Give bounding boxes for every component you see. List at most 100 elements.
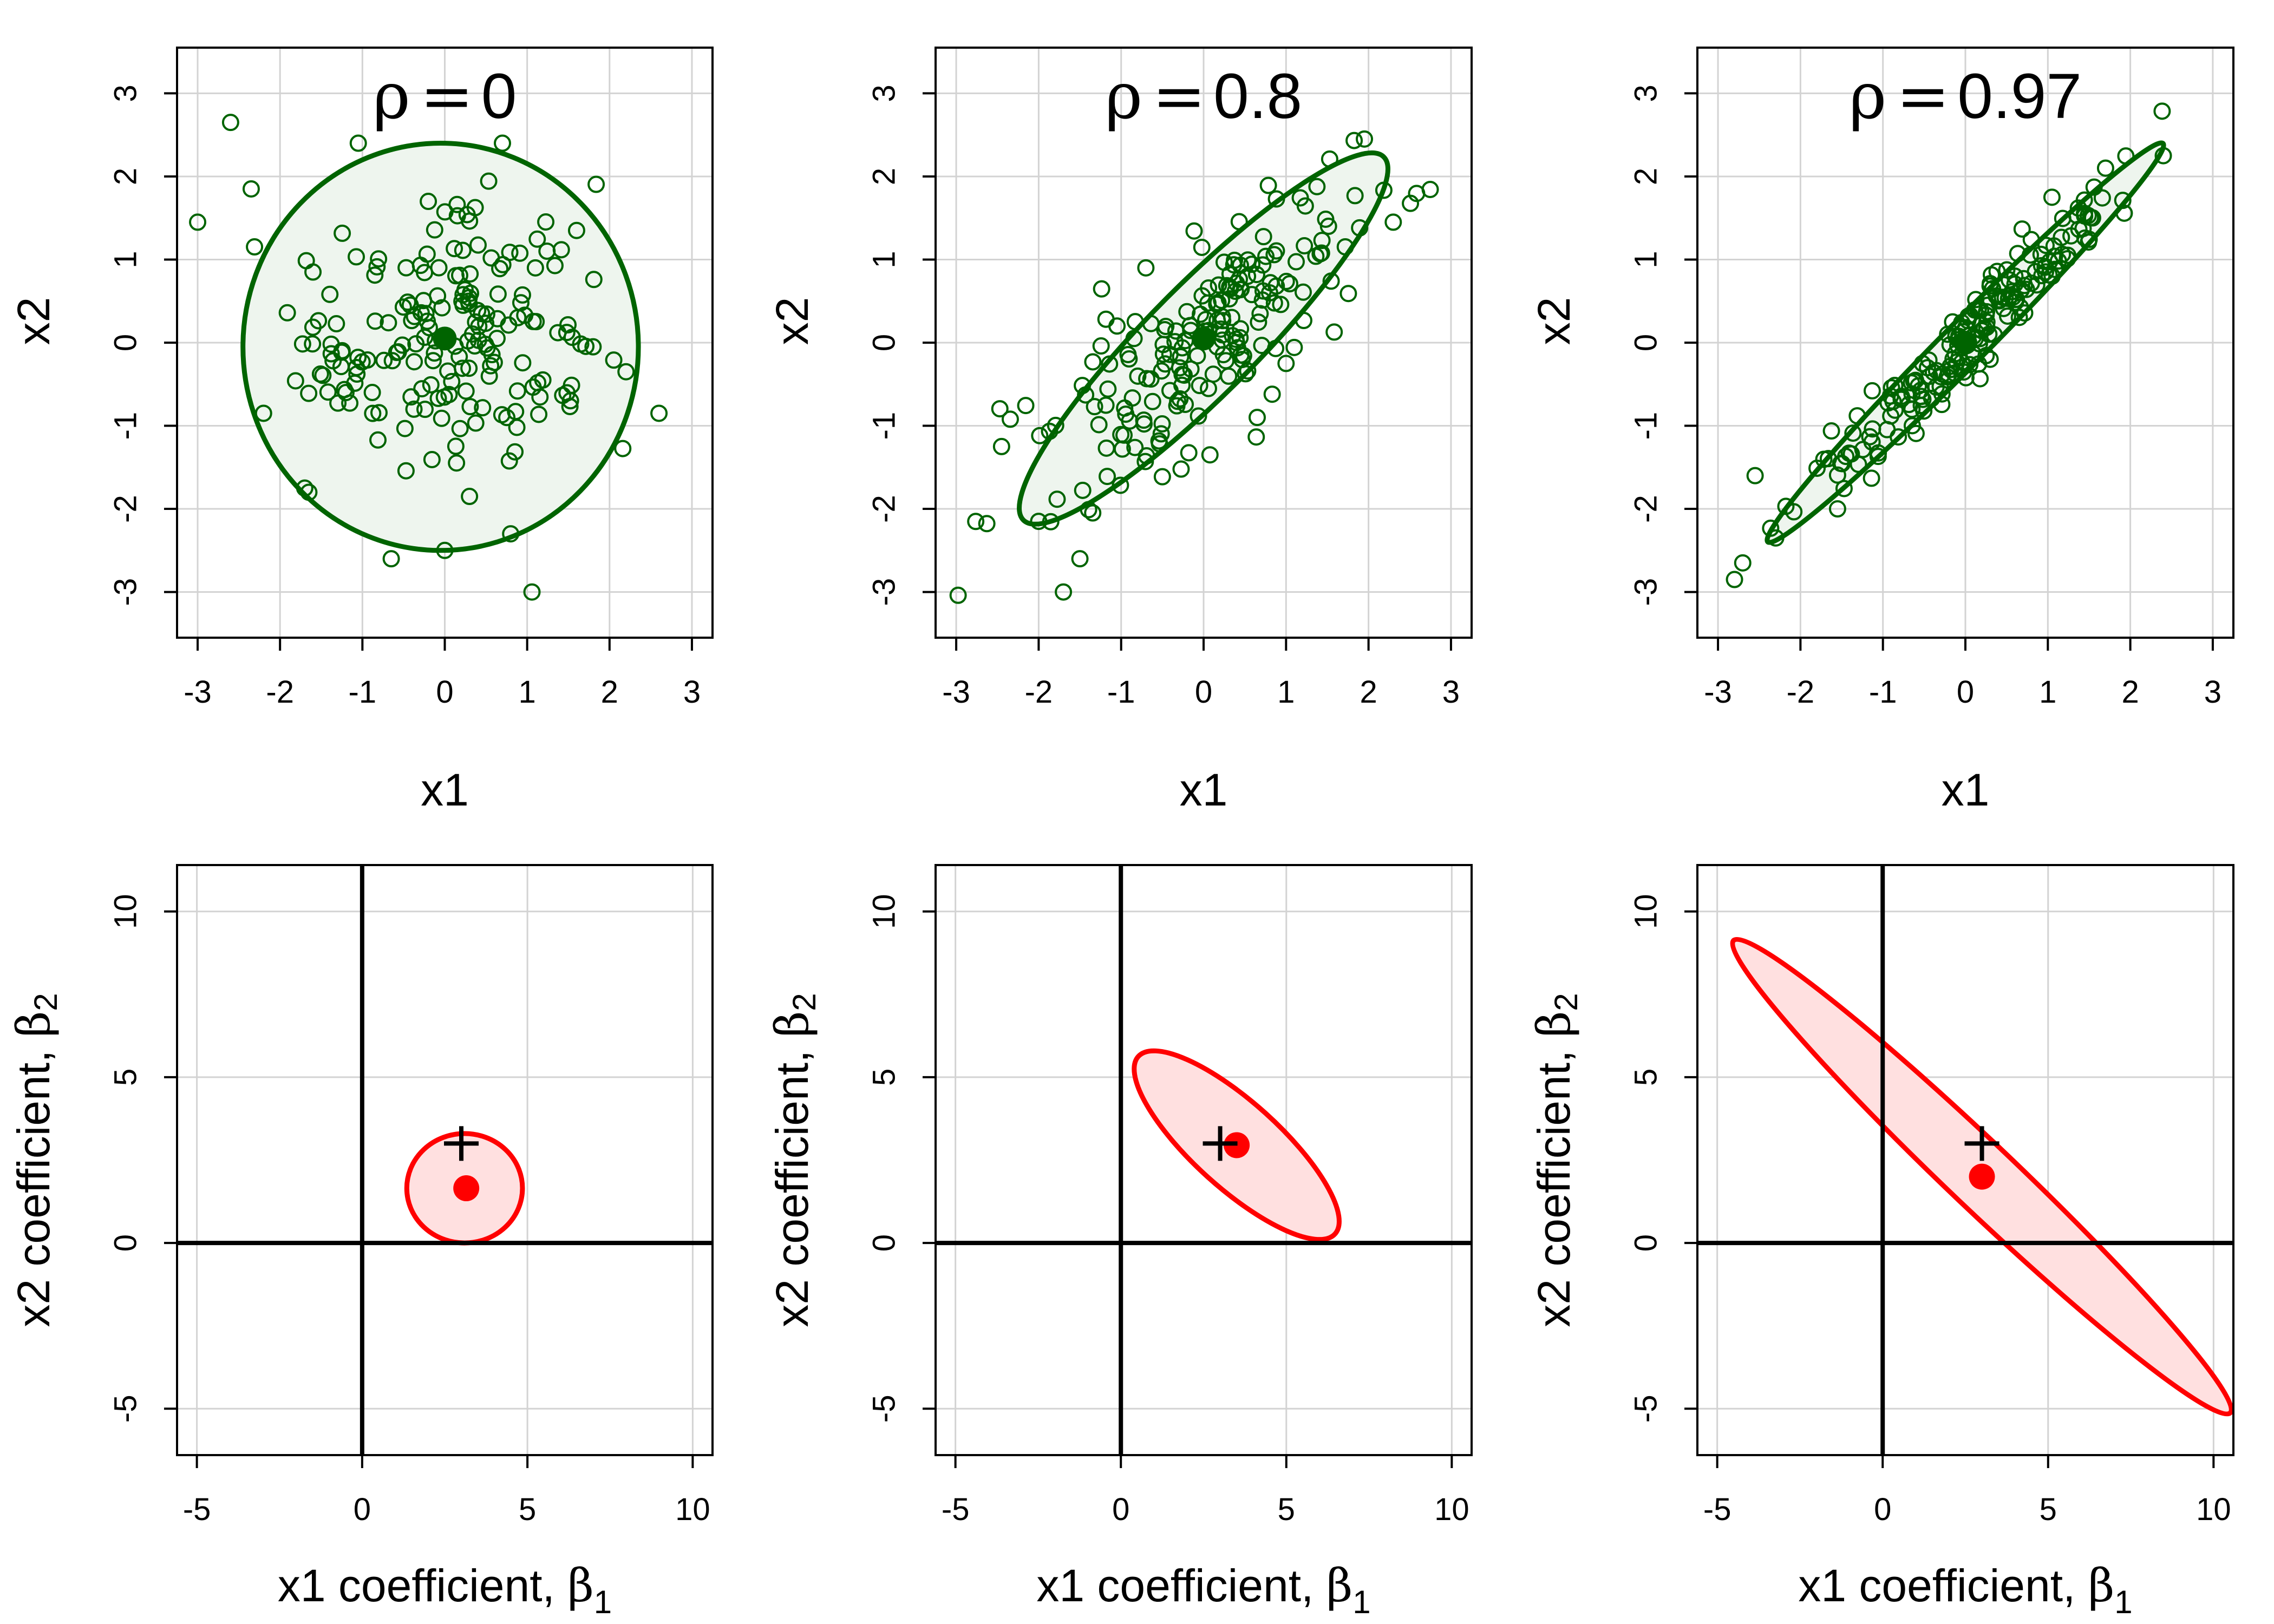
true-beta-marker [1203, 1126, 1238, 1161]
tick-label-x: -5 [942, 1492, 970, 1527]
data-point [1210, 276, 1227, 294]
data-point [494, 256, 512, 273]
data-point [405, 400, 423, 418]
data-point [1254, 256, 1272, 274]
data-point [396, 420, 414, 437]
data-point [2010, 309, 2028, 326]
data-point [1232, 320, 1250, 338]
data-point [531, 388, 549, 406]
data-point [1143, 392, 1161, 410]
tick-label-y: -1 [108, 412, 143, 440]
estimate-point [453, 1175, 480, 1202]
data-point [1984, 280, 2002, 298]
data-point [511, 244, 529, 262]
panel-data-rho-0.97: ρ = 0.97 -3 -2 -1 0 1 2 3 -3 -2 -1 0 1 2 3 x1 x2 [1528, 47, 2234, 815]
data-point [1090, 416, 1108, 434]
data-point [1201, 446, 1219, 464]
data-point [450, 348, 468, 365]
data-point [1001, 410, 1019, 428]
tick-label-y: -1 [1629, 412, 1664, 440]
tick-label-x: -3 [942, 675, 970, 710]
tick-label-y: 2 [108, 168, 143, 185]
tick-label-x: 1 [1277, 675, 1295, 710]
data-point [1384, 213, 1402, 231]
data-point [221, 114, 239, 132]
data-point [467, 313, 485, 331]
tick-label-x: 5 [2040, 1492, 2057, 1527]
data-point [366, 312, 384, 330]
data-point [1191, 377, 1208, 395]
data-point [567, 221, 585, 239]
data-point [1153, 468, 1171, 486]
data-point [1981, 350, 1999, 368]
data-point [992, 437, 1010, 455]
tick-label-x: 10 [675, 1492, 710, 1527]
tick-label-y: 0 [1629, 1234, 1664, 1252]
data-point [1178, 303, 1196, 320]
data-point [1975, 319, 1993, 337]
tick-label-y: -2 [867, 495, 902, 523]
tick-label-y: 10 [108, 894, 143, 929]
tick-label-x: -2 [266, 675, 294, 710]
data-point [447, 437, 465, 455]
data-point [1253, 337, 1271, 355]
data-point [537, 213, 555, 231]
tick-label-y: 5 [1629, 1069, 1664, 1086]
data-point [1291, 189, 1309, 207]
panel-data-rho-0.8: ρ = 0.8 -3 -2 -1 0 1 2 3 -3 -2 -1 0 1 2 3 x1 x2 [767, 47, 1473, 815]
data-point [436, 203, 454, 221]
data-point [2013, 220, 2031, 238]
data-point [1988, 263, 2006, 280]
tick-label-y: 5 [108, 1069, 143, 1086]
data-point [1192, 305, 1210, 323]
data-point [382, 550, 400, 568]
data-point [528, 230, 546, 248]
data-point [1150, 432, 1168, 450]
tick-label-x: -3 [184, 675, 212, 710]
tick-label-x: 0 [354, 1492, 371, 1527]
data-point [430, 259, 448, 277]
data-point [1933, 385, 1951, 403]
x-axis-label: x1 [1180, 764, 1228, 815]
tick-label-y: 10 [1629, 894, 1664, 929]
data-point [1253, 291, 1271, 309]
data-point [1243, 286, 1261, 304]
data-point [1313, 232, 1331, 250]
data-point [311, 365, 329, 383]
data-point [1864, 420, 1881, 438]
data-point [1325, 323, 1343, 341]
data-point [1156, 355, 1174, 373]
data-point [1356, 130, 1373, 148]
data-point [500, 452, 518, 470]
data-point [2016, 304, 2034, 322]
data-point [1890, 428, 1907, 446]
panel-title: ρ = 0.97 [1849, 58, 2082, 133]
data-point [2085, 178, 2103, 196]
data-point [513, 286, 531, 304]
tick-label-x: 5 [519, 1492, 536, 1527]
data-point [1345, 132, 1363, 149]
data-point [1863, 433, 1881, 451]
data-point [418, 245, 436, 263]
data-point [1294, 283, 1312, 301]
tick-label-y: -3 [1629, 578, 1664, 606]
data-point [563, 329, 581, 346]
data-point [420, 193, 437, 211]
estimate-point [1969, 1163, 1995, 1190]
centroid-point [433, 326, 457, 351]
data-point [1296, 237, 1314, 255]
data-point [1243, 256, 1261, 273]
data-point [451, 420, 469, 437]
data-point [1317, 210, 1335, 228]
data-point [1097, 439, 1115, 457]
data-point [380, 314, 397, 332]
tick-label-y: 0 [108, 334, 143, 351]
data-point [587, 175, 605, 193]
data-point [413, 380, 431, 398]
panel-title: ρ = 0 [373, 58, 517, 133]
data-point [1933, 396, 1951, 414]
data-point [1903, 417, 1921, 435]
data-point [1126, 438, 1144, 456]
data-point [1048, 490, 1066, 508]
